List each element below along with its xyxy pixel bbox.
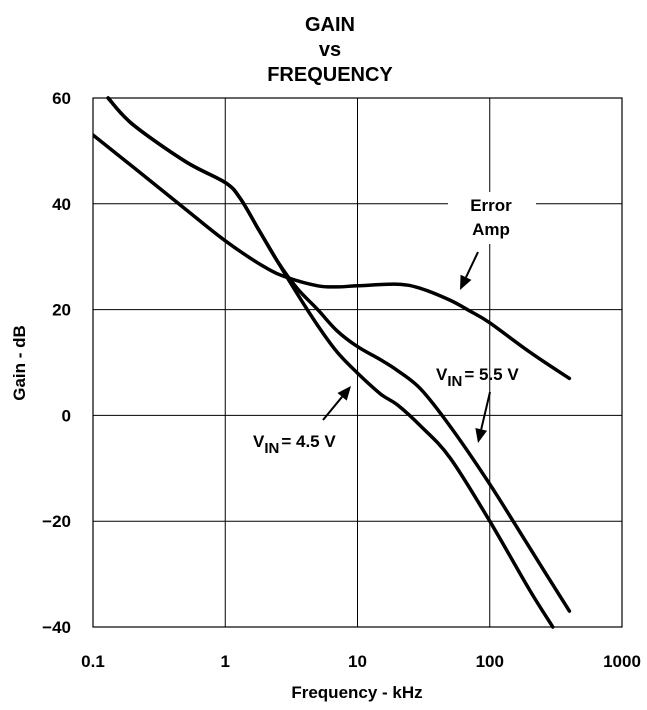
error-amp-label-bg <box>448 192 536 244</box>
y-tick-label: 60 <box>52 89 71 108</box>
y-tick-label: 40 <box>52 195 71 214</box>
y-tick-label: −40 <box>42 618 71 637</box>
error-amp-curve <box>93 133 572 381</box>
chart-title: GAIN vs FREQUENCY <box>267 14 393 86</box>
y-axis-label: Gain - dB <box>10 325 29 401</box>
chart-title-line-3: FREQUENCY <box>267 64 393 86</box>
annotations: Error Amp VIN = 5.5 V VIN = 4.5 V <box>253 192 536 457</box>
vin-4-5v-label: VIN = 4.5 V <box>253 432 336 457</box>
curves <box>93 96 572 629</box>
x-tick-label: 10 <box>348 652 367 671</box>
x-axis-label: Frequency - kHz <box>291 683 422 702</box>
y-tick-label: 0 <box>62 406 71 425</box>
x-tick-label: 1000 <box>603 652 641 671</box>
x-tick-label: 0.1 <box>81 652 105 671</box>
vin-4-5v-curve <box>106 96 555 629</box>
chart-title-line-1: GAIN <box>305 14 355 36</box>
error-amp-label-line: Amp <box>472 220 510 239</box>
vin-4-5v-arrow <box>322 386 351 421</box>
error-amp-arrow <box>460 251 479 290</box>
error-amp-label-line: Error <box>470 196 512 215</box>
chart-title-line-2: vs <box>319 39 341 61</box>
vin-5-5v-arrow <box>475 391 491 443</box>
vin-5-5v-label: VIN = 5.5 V <box>436 365 519 390</box>
y-tick-label: 20 <box>52 301 71 320</box>
x-tick-label: 100 <box>476 652 504 671</box>
x-tick-label: 1 <box>221 652 230 671</box>
y-tick-label: −20 <box>42 512 71 531</box>
tick-labels: 0.1 1 10 100 1000 60 40 20 0 −20 −40 <box>42 89 641 671</box>
